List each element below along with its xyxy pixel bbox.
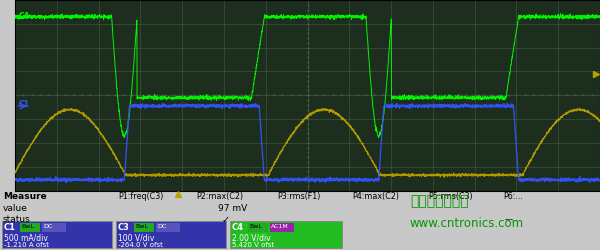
Text: www.cntronics.com: www.cntronics.com — [410, 217, 524, 230]
Text: DC: DC — [43, 224, 52, 228]
Text: P1:freq(C3): P1:freq(C3) — [118, 192, 163, 202]
Text: C4: C4 — [232, 223, 244, 232]
Bar — [2, 221, 112, 248]
Text: C1: C1 — [19, 100, 29, 109]
Bar — [248, 223, 268, 232]
Text: BwL: BwL — [21, 224, 34, 228]
Text: P2:max(C2): P2:max(C2) — [196, 192, 243, 202]
Text: BwL: BwL — [249, 224, 262, 228]
Text: ✓: ✓ — [222, 216, 230, 226]
Text: ---: --- — [505, 216, 514, 224]
Text: BwL: BwL — [135, 224, 148, 228]
Text: -1.210 A ofst: -1.210 A ofst — [4, 242, 49, 248]
Text: P5:rms(C3): P5:rms(C3) — [428, 192, 473, 202]
Bar — [42, 223, 66, 232]
Text: AC1M: AC1M — [271, 224, 289, 228]
Text: C1: C1 — [4, 223, 16, 232]
Bar — [20, 223, 40, 232]
Text: P4:max(C2): P4:max(C2) — [352, 192, 399, 202]
Bar — [156, 223, 180, 232]
Bar — [134, 223, 154, 232]
Text: DC: DC — [157, 224, 166, 228]
Text: Measure: Measure — [3, 192, 47, 202]
Text: 5.420 V ofst: 5.420 V ofst — [232, 242, 274, 248]
Text: 100 V/div: 100 V/div — [118, 234, 154, 243]
Text: value: value — [3, 204, 28, 213]
Text: 500 mA/div: 500 mA/div — [4, 234, 48, 243]
Text: 2.00 V/div: 2.00 V/div — [232, 234, 271, 243]
Bar — [230, 221, 342, 248]
Text: P3:rms(F1): P3:rms(F1) — [277, 192, 320, 202]
Text: P6:...: P6:... — [503, 192, 523, 202]
Text: C4: C4 — [19, 12, 29, 21]
Bar — [116, 221, 226, 248]
Text: C3: C3 — [118, 223, 130, 232]
Text: 97 mV: 97 mV — [218, 204, 247, 213]
Text: -264.0 V ofst: -264.0 V ofst — [118, 242, 163, 248]
Text: 电子元件技术网: 电子元件技术网 — [410, 194, 469, 208]
Text: status: status — [3, 216, 31, 224]
Bar — [270, 223, 294, 232]
